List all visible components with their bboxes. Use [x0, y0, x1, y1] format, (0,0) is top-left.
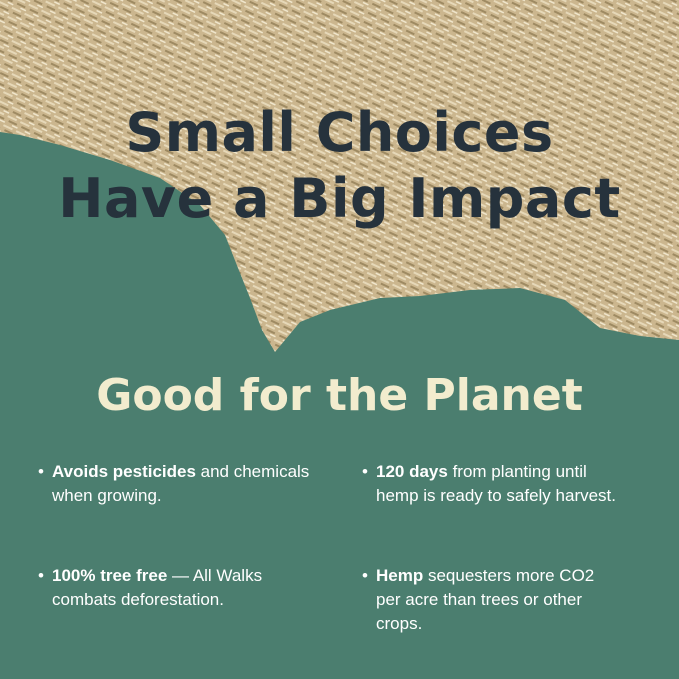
bullet-dot-icon: •	[362, 566, 368, 585]
bullet-bold: Avoids pesticides	[52, 462, 196, 481]
bullet-text: sequesters more CO2 per acre than trees …	[376, 566, 595, 633]
bullet-bold: 100% tree free	[52, 566, 168, 585]
bullet-bold: Hemp	[376, 566, 424, 585]
bullet-dot-icon: •	[362, 462, 368, 481]
bullet-dot-icon: •	[38, 566, 44, 585]
bullet-dot-icon: •	[38, 462, 44, 481]
bullet-120-days: • 120 days from planting until hemp is r…	[360, 460, 616, 508]
bullet-hemp-co2: • Hemp sequesters more CO2 per acre than…	[360, 564, 616, 636]
bullet-pesticides: • Avoids pesticides and chemicals when g…	[36, 460, 312, 508]
bullet-text: and chemicals when growing.	[52, 462, 310, 505]
headline: Small Choices Have a Big Impact	[0, 100, 679, 232]
section-subtitle: Good for the Planet	[96, 370, 583, 421]
headline-line-2: Have a Big Impact	[58, 167, 621, 230]
bullet-text: — All Walks combats deforestation.	[52, 566, 263, 609]
bullet-text: from planting until hemp is ready to saf…	[376, 462, 617, 505]
headline-line-1: Small Choices	[125, 101, 554, 164]
bullet-tree-free: • 100% tree free — All Walks combats def…	[36, 564, 312, 612]
bullet-bold: 120 days	[376, 462, 448, 481]
